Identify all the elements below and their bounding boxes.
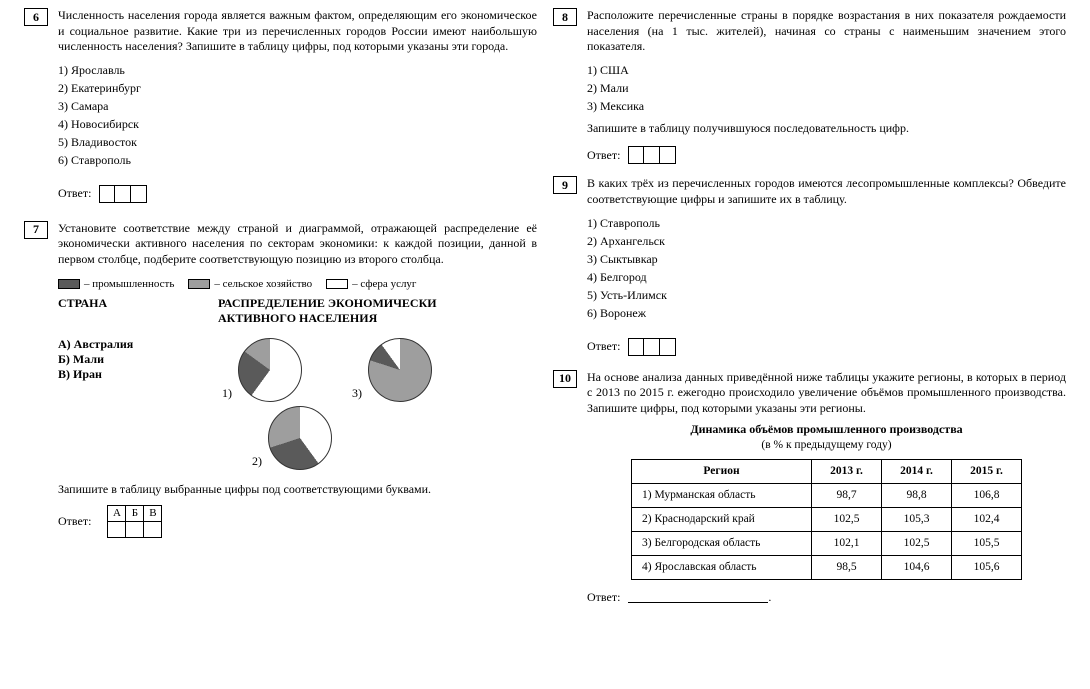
- question-6: 6 Численность населения города является …: [24, 8, 537, 175]
- pie-1: [238, 338, 302, 402]
- pie-1-label: 1): [222, 386, 232, 401]
- pie-2-label: 2): [252, 454, 262, 469]
- q7-text: Установите соответствие между страной и …: [58, 221, 537, 268]
- q6-opt: 2) Екатеринбург: [58, 79, 537, 97]
- q7-country-header: СТРАНА: [58, 296, 188, 311]
- answer-label: Ответ:: [587, 590, 620, 605]
- q7-country: А) Австралия: [58, 337, 188, 352]
- q9-opt: 3) Сыктывкар: [587, 250, 1066, 268]
- q7-columns: СТРАНА А) Австралия Б) Мали В) Иран РАСП…: [58, 296, 537, 472]
- q10-answer-line[interactable]: [628, 591, 768, 603]
- q6-opt: 5) Владивосток: [58, 133, 537, 151]
- q9-opt: 6) Воронеж: [587, 304, 1066, 322]
- q6-answer-boxes[interactable]: [99, 185, 147, 203]
- q6-number: 6: [24, 8, 48, 26]
- q8-number: 8: [553, 8, 577, 26]
- question-7: 7 Установите соответствие между страной …: [24, 221, 537, 268]
- q6-text: Численность населения города является ва…: [58, 8, 537, 55]
- answer-label: Ответ:: [58, 514, 91, 529]
- legend-swatch-agri: [188, 279, 210, 289]
- table-row: 2) Краснодарский край102,5105,3102,4: [632, 507, 1022, 531]
- q9-number: 9: [553, 176, 577, 194]
- q6-opt: 4) Новосибирск: [58, 115, 537, 133]
- q7-country: Б) Мали: [58, 352, 188, 367]
- q9-opt: 4) Белгород: [587, 268, 1066, 286]
- pie-3-label: 3): [352, 386, 362, 401]
- q7-dist-header: РАСПРЕДЕЛЕНИЕ ЭКОНОМИЧЕСКИ АКТИВНОГО НАС…: [218, 296, 478, 326]
- table-row: 1) Мурманская область98,798,8106,8: [632, 483, 1022, 507]
- legend-swatch-industry: [58, 279, 80, 289]
- question-10: 10 На основе анализа данных приведённой …: [553, 370, 1066, 580]
- q8-answer-boxes[interactable]: [628, 146, 676, 164]
- period: .: [768, 590, 771, 605]
- q10-table: Регион 2013 г. 2014 г. 2015 г. 1) Мурман…: [631, 459, 1022, 580]
- col-2015: 2015 г.: [952, 459, 1022, 483]
- answer-label: Ответ:: [587, 148, 620, 163]
- q7-body: Установите соответствие между страной и …: [58, 221, 537, 268]
- q6-options: 1) Ярославль 2) Екатеринбург 3) Самара 4…: [58, 61, 537, 169]
- question-8: 8 Расположите перечисленные страны в пор…: [553, 8, 1066, 136]
- q8-opt: 1) США: [587, 61, 1066, 79]
- legend-label: – сельское хозяйство: [214, 278, 312, 290]
- q8-answer-row: Ответ:: [587, 146, 1066, 164]
- q6-body: Численность населения города является ва…: [58, 8, 537, 175]
- q7-pie-area: 1) 3) 2): [218, 332, 478, 472]
- q9-body: В каких трёх из перечисленных городов им…: [587, 176, 1066, 327]
- q8-opt: 2) Мали: [587, 79, 1066, 97]
- q6-answer-row: Ответ:: [58, 185, 537, 203]
- q10-number: 10: [553, 370, 577, 388]
- q7-abv-table[interactable]: АБВ: [107, 505, 162, 538]
- q10-answer-row: Ответ: .: [587, 590, 1066, 605]
- q10-body: На основе анализа данных приведённой ниж…: [587, 370, 1066, 580]
- q8-text: Расположите перечисленные страны в поряд…: [587, 8, 1066, 55]
- q8-note: Запишите в таблицу получившуюся последов…: [587, 121, 1066, 137]
- q7-note: Запишите в таблицу выбранные цифры под с…: [58, 482, 537, 497]
- q7-answer-row: Ответ: АБВ: [58, 505, 537, 538]
- q7-number: 7: [24, 221, 48, 239]
- q6-opt: 3) Самара: [58, 97, 537, 115]
- legend-swatch-services: [326, 279, 348, 289]
- q10-table-sub: (в % к предыдущему году): [587, 438, 1066, 453]
- pie-3: [368, 338, 432, 402]
- table-row: 3) Белгородская область102,1102,5105,5: [632, 531, 1022, 555]
- q9-text: В каких трёх из перечисленных городов им…: [587, 176, 1066, 207]
- q9-options: 1) Ставрополь 2) Архангельск 3) Сыктывка…: [587, 214, 1066, 322]
- q9-opt: 1) Ставрополь: [587, 214, 1066, 232]
- q7-country: В) Иран: [58, 367, 188, 382]
- answer-label: Ответ:: [587, 339, 620, 354]
- col-2014: 2014 г.: [882, 459, 952, 483]
- q10-text: На основе анализа данных приведённой ниж…: [587, 370, 1066, 417]
- table-row: 4) Ярославская область98,5104,6105,6: [632, 555, 1022, 579]
- q8-body: Расположите перечисленные страны в поряд…: [587, 8, 1066, 136]
- q10-table-title: Динамика объёмов промышленного производс…: [587, 422, 1066, 438]
- legend-label: – сфера услуг: [352, 278, 416, 290]
- col-region: Регион: [632, 459, 812, 483]
- pie-2: [268, 406, 332, 470]
- col-2013: 2013 г.: [812, 459, 882, 483]
- q9-answer-boxes[interactable]: [628, 338, 676, 356]
- legend-label: – промышленность: [84, 278, 174, 290]
- q6-opt: 6) Ставрополь: [58, 151, 537, 169]
- q8-options: 1) США 2) Мали 3) Мексика: [587, 61, 1066, 115]
- q9-opt: 2) Архангельск: [587, 232, 1066, 250]
- question-9: 9 В каких трёх из перечисленных городов …: [553, 176, 1066, 327]
- q8-opt: 3) Мексика: [587, 97, 1066, 115]
- answer-label: Ответ:: [58, 186, 91, 201]
- q7-legend: – промышленность – сельское хозяйство – …: [58, 278, 537, 290]
- q9-answer-row: Ответ:: [587, 338, 1066, 356]
- q9-opt: 5) Усть-Илимск: [587, 286, 1066, 304]
- q6-opt: 1) Ярославль: [58, 61, 537, 79]
